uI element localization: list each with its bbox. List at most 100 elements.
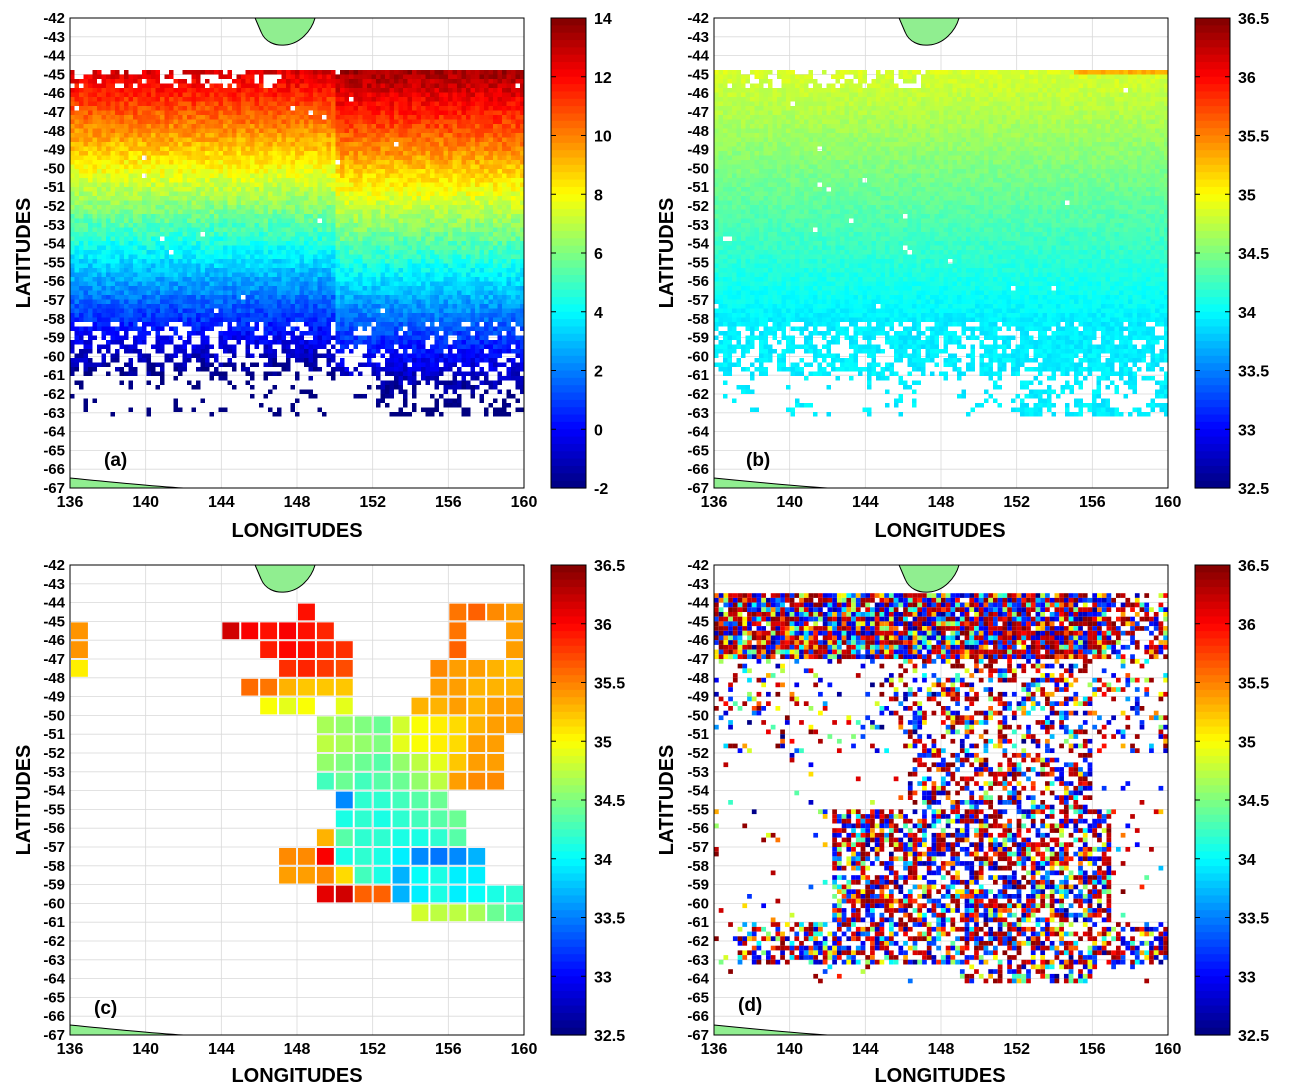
data-cell	[295, 138, 300, 143]
data-cell	[237, 286, 242, 291]
data-cell	[106, 241, 111, 246]
data-cell	[223, 192, 228, 197]
data-cell	[196, 201, 201, 206]
data-cell	[394, 178, 399, 183]
data-cell	[385, 237, 390, 242]
data-cell	[453, 183, 458, 188]
data-cell	[187, 282, 192, 287]
data-cell	[295, 268, 300, 273]
data-cell	[363, 255, 368, 260]
data-cell	[493, 237, 498, 242]
data-cell	[331, 214, 336, 219]
data-cell	[313, 151, 318, 156]
data-cell	[133, 205, 138, 210]
data-cell	[502, 124, 507, 129]
data-cell	[286, 286, 291, 291]
data-cell	[246, 138, 251, 143]
data-cell	[196, 250, 201, 255]
data-cell	[223, 129, 228, 134]
data-cell	[223, 210, 228, 215]
data-cell	[313, 183, 318, 188]
data-cell	[516, 183, 521, 188]
data-cell	[354, 273, 359, 278]
data-cell	[286, 223, 291, 228]
data-cell	[448, 133, 453, 138]
data-cell	[178, 111, 183, 116]
data-cell	[412, 205, 417, 210]
data-cell	[412, 291, 417, 296]
data-cell	[340, 124, 345, 129]
data-cell	[372, 124, 377, 129]
data-cell	[165, 138, 170, 143]
data-cell	[124, 210, 129, 215]
data-cell	[255, 255, 260, 260]
data-cell	[511, 277, 516, 282]
data-cell	[331, 97, 336, 102]
data-cell	[367, 183, 372, 188]
data-cell	[345, 273, 350, 278]
data-cell	[322, 196, 327, 201]
data-cell	[97, 219, 102, 224]
data-cell	[399, 88, 404, 93]
data-cell	[111, 138, 116, 143]
data-cell	[277, 192, 282, 197]
data-cell	[156, 115, 161, 120]
data-cell	[156, 97, 161, 102]
data-cell	[151, 111, 156, 116]
data-cell	[327, 232, 332, 237]
data-cell	[97, 237, 102, 242]
data-cell	[511, 169, 516, 174]
data-cell	[75, 160, 80, 165]
data-cell	[165, 250, 170, 255]
data-cell	[408, 84, 413, 89]
data-cell	[169, 201, 174, 206]
data-cell	[367, 232, 372, 237]
data-cell	[390, 106, 395, 111]
data-cell	[120, 102, 125, 107]
data-cell	[268, 277, 273, 282]
data-cell	[439, 210, 444, 215]
data-cell	[331, 232, 336, 237]
data-cell	[142, 273, 147, 278]
data-cell	[286, 232, 291, 237]
data-cell	[372, 223, 377, 228]
data-cell	[205, 273, 210, 278]
data-cell	[349, 93, 354, 98]
data-cell	[219, 232, 224, 237]
data-cell	[349, 237, 354, 242]
data-cell	[349, 138, 354, 143]
data-cell	[295, 120, 300, 125]
data-cell	[426, 165, 431, 170]
data-cell	[363, 120, 368, 125]
data-cell	[97, 196, 102, 201]
data-cell	[475, 183, 480, 188]
data-cell	[507, 264, 512, 269]
data-cell	[489, 97, 494, 102]
data-cell	[484, 223, 489, 228]
data-cell	[138, 111, 143, 116]
data-cell	[399, 192, 404, 197]
data-cell	[462, 70, 467, 75]
data-cell	[466, 115, 471, 120]
data-cell	[75, 169, 80, 174]
data-cell	[435, 160, 440, 165]
data-cell	[97, 210, 102, 215]
data-cell	[511, 88, 516, 93]
data-cell	[219, 201, 224, 206]
data-cell	[151, 106, 156, 111]
data-cell	[228, 232, 233, 237]
data-cell	[516, 178, 521, 183]
data-cell	[259, 246, 264, 251]
data-cell	[124, 111, 129, 116]
data-cell	[84, 133, 89, 138]
data-cell	[453, 241, 458, 246]
data-cell	[165, 165, 170, 170]
data-cell	[444, 228, 449, 233]
data-cell	[70, 151, 75, 156]
data-cell	[426, 223, 431, 228]
data-cell	[219, 169, 224, 174]
data-cell	[430, 70, 435, 75]
data-cell	[385, 264, 390, 269]
data-cell	[219, 138, 224, 143]
data-cell	[79, 133, 84, 138]
